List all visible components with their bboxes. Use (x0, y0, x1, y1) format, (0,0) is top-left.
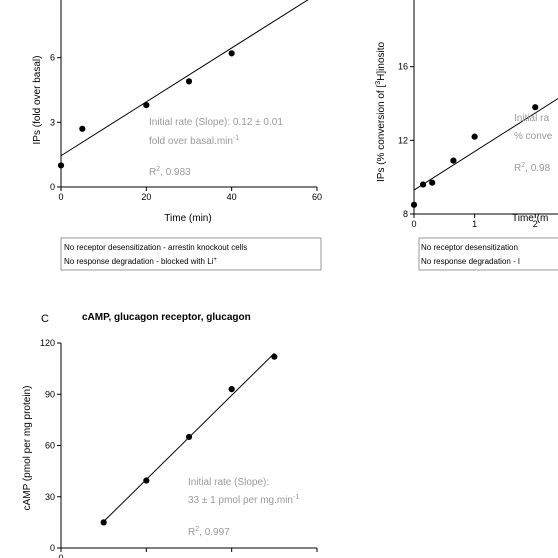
panel-a-x-tick-label: 60 (312, 192, 322, 202)
panel-b-x-tick-label: 1 (472, 219, 477, 229)
panel-b-data-point (410, 201, 418, 208)
panel-c-data-point (271, 353, 278, 360)
panel-c-y-tick-label: 30 (45, 492, 55, 502)
panel-c-y-axis-label: cAMP (pmol per mg protein) (22, 386, 33, 511)
panel-b-x-tick-label: 2 (533, 219, 538, 229)
panel-b-data-point (450, 157, 457, 164)
panel-a-x-tick-label: 0 (58, 192, 63, 202)
panel-c: C cAMP, glucagon receptor, glucagon 00 30… (22, 312, 318, 558)
panel-b-rate-line2: % conve (514, 131, 553, 142)
panel-c-data-point (228, 386, 235, 393)
panel-a-data-point (57, 162, 65, 169)
panel-b-y-tick-label: 16 (398, 62, 408, 72)
panel-b-y-axis-label: IPs (% conversion of [3H]inosito (375, 41, 387, 182)
panel-a-data-point (79, 125, 86, 132)
panel-a-data-point (143, 101, 150, 109)
panel-b-data-point (419, 181, 427, 188)
panel-a-rate-line2: fold over basal.min-1 (149, 135, 239, 147)
panel-b-fit-line (413, 98, 558, 191)
panel-b-notes-box (418, 237, 558, 271)
panel-a-fit-line (60, 0, 309, 157)
panel-a-note-1: No receptor desensitization - arrestin k… (64, 243, 247, 252)
panel-b-rate-line1: Initial ra (514, 113, 549, 124)
panel-a-plot-area: 0 20 40 60 0 3 6 (50, 0, 322, 202)
panel-c-rate-line1: Initial rate (Slope): (188, 477, 269, 488)
panel-c-title: cAMP, glucagon receptor, glucagon (82, 312, 251, 323)
panel-b-note-1: No receptor desensitization (421, 243, 518, 252)
panel-a-y-tick-label: 6 (50, 53, 55, 63)
panel-a-rate-line1: Initial rate (Slope): 0.12 ± 0.01 (149, 117, 283, 128)
panel-b-x-tick-label: 0 (411, 219, 416, 229)
panel-a: 0 20 40 60 0 3 6 Time (min) IPs (fold over bas… (32, 0, 322, 271)
panel-b-note-2: No response degradation - l (421, 257, 520, 266)
panel-a-y-tick-label: 3 (50, 117, 55, 127)
panel-a-y-axis-label: IPs (fold over basal) (32, 56, 43, 145)
panel-b-r2: R2, 0.98 (514, 162, 551, 174)
panel-a-notes-box (60, 237, 322, 271)
panel-b-data-point (532, 104, 539, 111)
panel-b-x-axis-label: Time (m (512, 213, 548, 224)
panel-a-data-point (228, 50, 235, 57)
panel-c-data-point (143, 477, 150, 484)
panel-b-data-point (471, 133, 478, 140)
panel-a-x-axis-label: Time (min) (164, 213, 211, 224)
panel-c-y-tick-label: 60 (45, 441, 55, 451)
panel-b-y-tick-label: 12 (398, 135, 408, 145)
panel-b-y-tick-label: 8 (403, 209, 408, 219)
panel-c-x-tick-label: 0 (58, 553, 63, 558)
panel-a-note-2: No response degradation - blocked with L… (64, 257, 217, 266)
panel-a-y-tick-label: 0 (50, 182, 55, 192)
panel-c-data-point (185, 433, 193, 441)
panel-c-letter: C (41, 313, 49, 325)
panel-a-data-point (185, 78, 193, 85)
panel-c-plot-area: 00 30 60 90 120 (40, 338, 318, 558)
panel-c-r2: R2, 0.997 (188, 526, 230, 538)
panel-a-x-tick-label: 40 (227, 192, 237, 202)
panel-b-data-point (429, 179, 436, 186)
panel-c-y-tick-label: 0 (50, 543, 55, 553)
panel-c-y-tick-label: 120 (40, 338, 55, 348)
panel-a-x-tick-label: 20 (141, 192, 151, 202)
panel-c-y-tick-label: 90 (45, 389, 55, 399)
panel-c-data-point (100, 519, 107, 526)
panel-a-r2: R2, 0.983 (149, 166, 191, 178)
panel-c-rate-line2: 33 ± 1 pmol per mg.min-1 (188, 494, 299, 506)
